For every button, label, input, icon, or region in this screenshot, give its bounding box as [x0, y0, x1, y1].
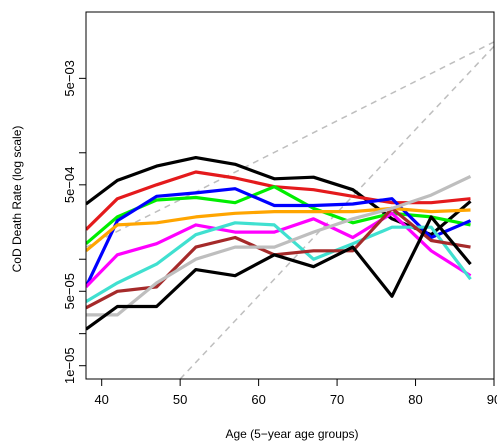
- x-tick-label-60: 60: [251, 392, 265, 407]
- series-line-10: [86, 215, 472, 331]
- x-tick-label-50: 50: [173, 392, 187, 407]
- axes: 40 50 60 70 80 90 1e−05 5e−05 5e−04 5e−03: [62, 11, 497, 407]
- y-tick-label-0: 1e−05: [62, 347, 77, 384]
- series-line-5: [86, 206, 471, 253]
- y-axis-title: CoD Death Rate (log scale): [10, 126, 24, 273]
- x-tick-label-70: 70: [330, 392, 344, 407]
- plot-frame: [85, 11, 495, 380]
- x-tick-label-80: 80: [408, 392, 422, 407]
- y-tick-label-2: 5e−05: [62, 273, 77, 310]
- y-tick-label-4: 5e−04: [62, 167, 77, 204]
- series-line-9: [86, 174, 472, 317]
- x-tick-label-40: 40: [94, 392, 108, 407]
- series-lines: [86, 156, 472, 331]
- series-line-7: [86, 221, 472, 303]
- y-tick-label-6: 5e−03: [62, 60, 77, 97]
- x-tick-label-90: 90: [487, 392, 497, 407]
- series-line-4: [86, 187, 472, 288]
- x-axis-title: Age (5−year age groups): [225, 427, 358, 441]
